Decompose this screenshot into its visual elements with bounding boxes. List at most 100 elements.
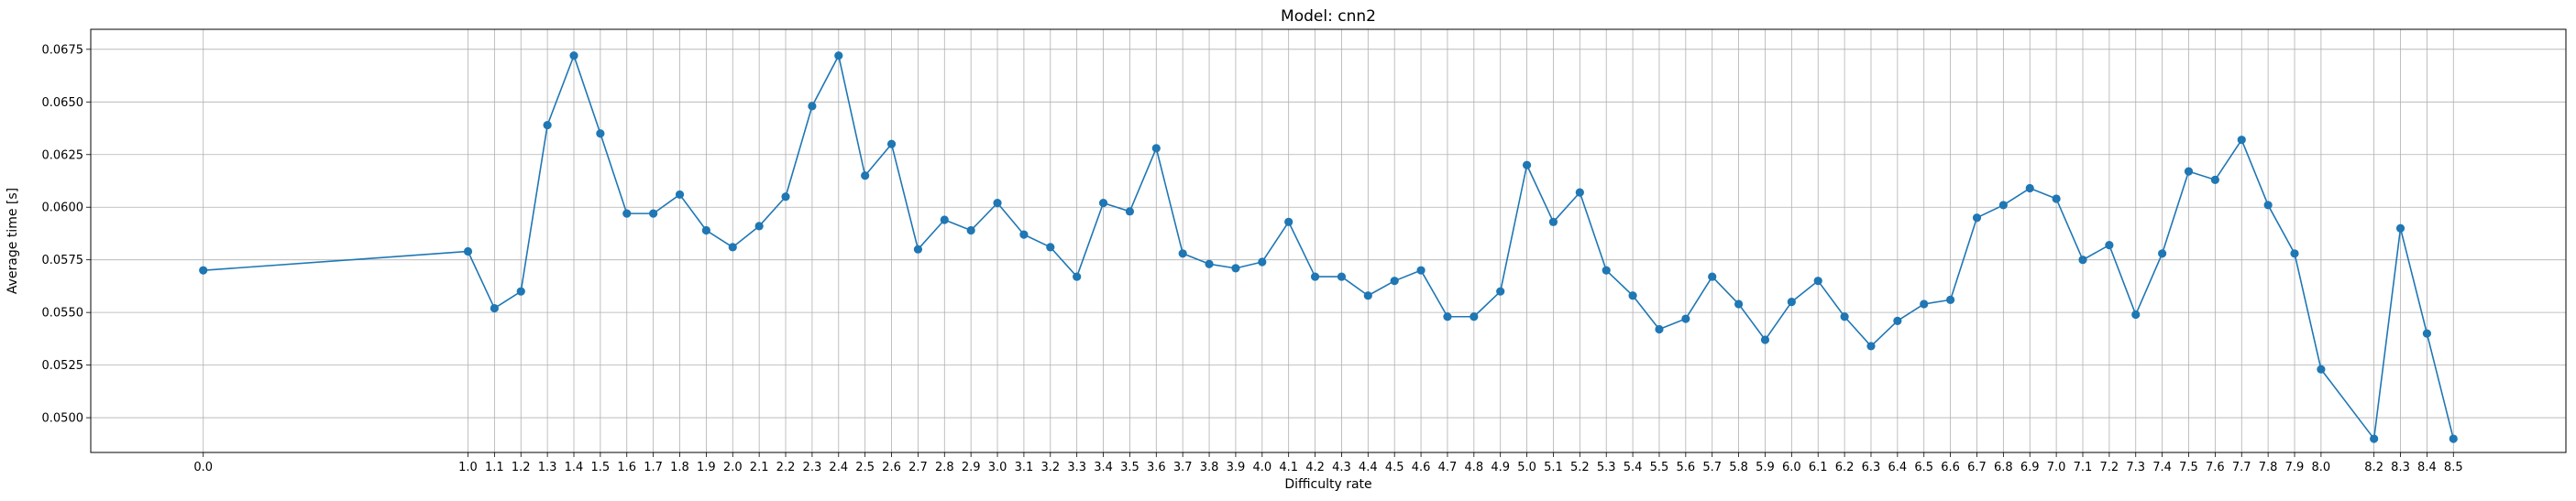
y-tick-label: 0.0675 [42, 43, 84, 57]
x-tick-label: 4.5 [1385, 461, 1404, 474]
data-point [1840, 312, 1849, 321]
data-point [1760, 335, 1770, 344]
data-point [1920, 300, 1929, 309]
x-tick-label: 3.6 [1147, 461, 1166, 474]
data-point [2317, 365, 2326, 374]
x-tick-label: 3.8 [1200, 461, 1219, 474]
x-tick-label: 1.2 [512, 461, 531, 474]
data-point [543, 120, 552, 130]
x-tick-label: 2.4 [829, 461, 848, 474]
data-point [993, 199, 1002, 208]
data-point [1734, 300, 1744, 309]
x-tick-label: 8.5 [2444, 461, 2463, 474]
data-point [1125, 207, 1135, 216]
x-tick-label: 1.9 [697, 461, 716, 474]
data-point [1443, 312, 1452, 321]
data-point [1231, 264, 1240, 273]
x-tick-label: 0.0 [193, 461, 213, 474]
x-tick-label: 2.1 [750, 461, 769, 474]
data-point [1258, 257, 1267, 267]
x-tick-label: 1.3 [538, 461, 557, 474]
x-tick-label: 6.2 [1835, 461, 1855, 474]
x-tick-label: 4.9 [1491, 461, 1510, 474]
x-tick-label: 1.1 [485, 461, 504, 474]
data-point [1098, 199, 1108, 208]
data-point [701, 225, 710, 235]
data-point [2263, 201, 2273, 210]
x-tick-label: 5.0 [1517, 461, 1536, 474]
data-point [2078, 256, 2087, 265]
data-point [1337, 272, 1347, 281]
data-point [1548, 217, 1558, 226]
data-point [886, 139, 897, 148]
data-point [1946, 295, 1955, 304]
x-tick-label: 1.0 [458, 461, 478, 474]
data-point [1628, 291, 1637, 300]
x-tick-label: 3.0 [988, 461, 1007, 474]
data-point [1655, 324, 1664, 334]
data-point [1310, 272, 1320, 281]
data-point [1363, 291, 1372, 300]
data-point [2210, 175, 2219, 184]
data-point [1284, 217, 1294, 226]
x-tick-label: 2.0 [723, 461, 743, 474]
x-tick-label: 5.2 [1570, 461, 1590, 474]
x-tick-label: 8.2 [2364, 461, 2383, 474]
x-tick-label: 1.5 [591, 461, 611, 474]
data-point [596, 129, 605, 138]
data-point [2052, 194, 2061, 203]
x-tick-label: 3.3 [1067, 461, 1086, 474]
data-point [490, 303, 499, 313]
x-tick-label: 6.9 [2020, 461, 2040, 474]
y-tick-label: 0.0625 [42, 148, 84, 162]
data-point [1866, 342, 1876, 351]
data-point [675, 190, 685, 200]
x-tick-label: 7.3 [2126, 461, 2145, 474]
data-point [728, 243, 737, 252]
x-tick-label: 4.0 [1252, 461, 1271, 474]
data-point [1787, 298, 1796, 307]
x-tick-label: 1.6 [617, 461, 636, 474]
x-tick-label: 3.4 [1094, 461, 1113, 474]
data-point [2449, 434, 2458, 443]
x-tick-label: 7.7 [2232, 461, 2251, 474]
x-tick-label: 6.3 [1862, 461, 1881, 474]
x-tick-label: 4.6 [1412, 461, 1431, 474]
data-point [2184, 167, 2194, 176]
data-point [199, 266, 208, 275]
data-point [1073, 272, 1082, 281]
x-tick-label: 7.1 [2074, 461, 2093, 474]
x-tick-label: 6.8 [1994, 461, 2013, 474]
data-point [1416, 266, 1426, 275]
data-point [754, 222, 764, 231]
data-point [463, 246, 473, 256]
y-tick-label: 0.0550 [42, 307, 84, 321]
data-point [1602, 266, 1611, 275]
data-point [1972, 213, 1982, 223]
data-point [1575, 188, 1584, 197]
x-tick-label: 2.3 [803, 461, 822, 474]
x-tick-label: 5.4 [1624, 461, 1643, 474]
x-tick-label: 6.5 [1914, 461, 1933, 474]
data-point [2131, 310, 2141, 320]
x-tick-label: 4.8 [1464, 461, 1483, 474]
y-axis-label: Average time [s] [6, 188, 20, 294]
data-point [2158, 249, 2167, 258]
x-tick-label: 1.7 [644, 461, 663, 474]
x-tick-label: 8.3 [2391, 461, 2410, 474]
data-point [913, 245, 923, 254]
x-tick-label: 3.7 [1173, 461, 1193, 474]
data-point [2290, 249, 2299, 258]
data-point [834, 51, 843, 60]
x-tick-label: 7.6 [2206, 461, 2225, 474]
data-point [1205, 259, 1214, 268]
y-axis-ticks: 0.0500 0.0525 0.0550 0.0575 0.0600 0.0625 0.06… [42, 43, 91, 426]
x-tick-label: 7.0 [2047, 461, 2066, 474]
data-point [861, 171, 870, 180]
x-tick-label: 6.4 [1888, 461, 1908, 474]
x-tick-label: 6.1 [1809, 461, 1828, 474]
data-point [940, 215, 949, 224]
data-point [2025, 183, 2034, 193]
series-line [203, 54, 2455, 440]
x-tick-label: 5.5 [1650, 461, 1669, 474]
